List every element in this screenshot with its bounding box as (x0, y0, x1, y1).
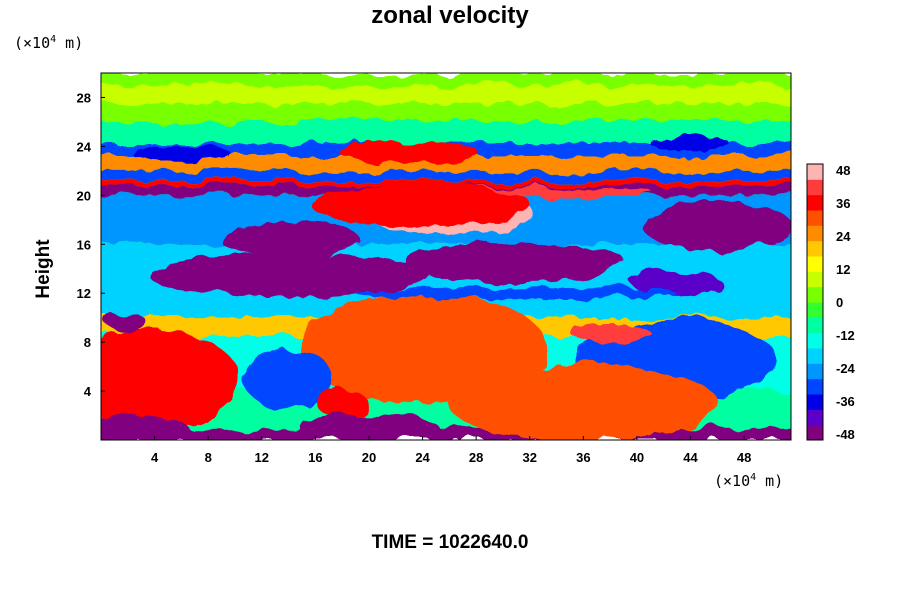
y-axis-ticks: 4 8 12 16 20 24 28 (77, 90, 105, 399)
colorbar-tick-label: 24 (836, 229, 851, 244)
colorbar-segment (807, 378, 823, 395)
y-tick-label: 24 (77, 139, 92, 154)
y-tick-label: 4 (84, 384, 92, 399)
x-tick-label: 8 (205, 450, 212, 465)
x-tick-label: 32 (523, 450, 537, 465)
time-label: TIME = 1022640.0 (371, 532, 529, 553)
x-tick-label: 4 (151, 450, 159, 465)
colorbar-segment (807, 286, 823, 303)
colorbar-segment (807, 332, 823, 349)
colorbar-segment (807, 271, 823, 288)
colorbar-tick-label: 0 (836, 295, 843, 310)
y-tick-label: 28 (77, 90, 91, 105)
colorbar-segment (807, 164, 823, 180)
colorbar-tick-label: 36 (836, 196, 850, 211)
y-tick-label: 8 (84, 335, 91, 350)
y-tick-label: 16 (77, 237, 91, 252)
y-tick-label: 20 (77, 188, 91, 203)
x-tick-label: 44 (683, 450, 698, 465)
x-tick-label: 20 (362, 450, 376, 465)
colorbar-tick-label: 48 (836, 163, 850, 178)
colorbar-segment (807, 194, 823, 211)
x-tick-label: 28 (469, 450, 483, 465)
colorbar-segment (807, 317, 823, 334)
x-tick-label: 24 (415, 450, 430, 465)
colorbar-tick-label: -48 (836, 427, 855, 442)
colorbar-segment (807, 179, 823, 196)
colorbar-tick-label: -24 (836, 361, 856, 376)
x-tick-label: 16 (308, 450, 322, 465)
plot-frame (100, 72, 792, 441)
colorbar-segment (807, 210, 823, 226)
colorbar-segment (807, 394, 823, 410)
colorbar-tick-label: -36 (836, 394, 855, 409)
x-axis-unit: (×104 m) (714, 472, 784, 490)
x-axis-ticks: 4 8 12 16 20 24 28 32 36 40 44 48 (151, 436, 751, 465)
colorbar-segment (807, 348, 823, 364)
colorbar-tick-label: -12 (836, 328, 855, 343)
colorbar-segment (807, 240, 823, 257)
colorbar-segment (807, 225, 823, 242)
x-tick-label: 36 (576, 450, 590, 465)
colorbar-segment (807, 256, 823, 272)
chart-title: zonal velocity (371, 2, 529, 29)
colorbar-segment (807, 409, 823, 426)
y-axis-unit: (×104 m) (14, 34, 84, 52)
colorbar-segment (807, 424, 823, 441)
x-tick-label: 48 (737, 450, 751, 465)
colorbar-tick-label: 12 (836, 262, 850, 277)
colorbar-segment (807, 302, 823, 318)
x-tick-label: 40 (630, 450, 644, 465)
x-tick-label: 12 (255, 450, 269, 465)
colorbar: 48 36 24 12 0 -12 -24 -36 -48 (806, 163, 856, 442)
velocity-field (101, 73, 791, 440)
colorbar-segment (807, 363, 823, 380)
colorbar-frame (806, 163, 824, 441)
y-tick-label: 12 (77, 286, 91, 301)
